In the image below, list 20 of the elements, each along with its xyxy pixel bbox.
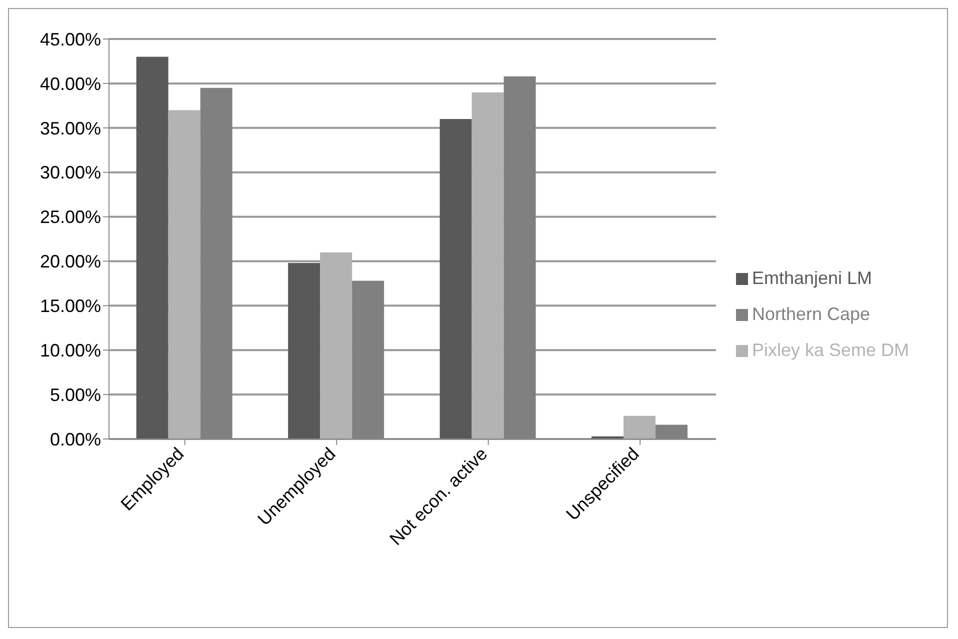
y-tick-label: 20.00% [40,252,101,272]
y-tick-label: 15.00% [40,296,101,316]
bar [136,56,168,439]
y-tick-label: 0.00% [50,429,101,450]
legend-label: Emthanjeni LM [752,268,872,288]
legend-label: Northern Cape [752,304,870,324]
y-tick-label: 5.00% [50,384,101,405]
legend-label: Pixley ka Seme DM [752,340,909,360]
bar [624,416,656,439]
bar [168,110,200,439]
y-tick-label: 30.00% [40,162,101,183]
bar [472,92,504,439]
y-tick-label: 10.00% [40,340,101,360]
bar [440,119,472,439]
y-tick-label: 40.00% [40,74,101,94]
y-tick-label: 45.00% [40,29,101,50]
y-tick-label: 25.00% [40,207,101,228]
bar [320,252,352,439]
bar [288,263,320,439]
y-tick-label: 35.00% [40,118,101,138]
